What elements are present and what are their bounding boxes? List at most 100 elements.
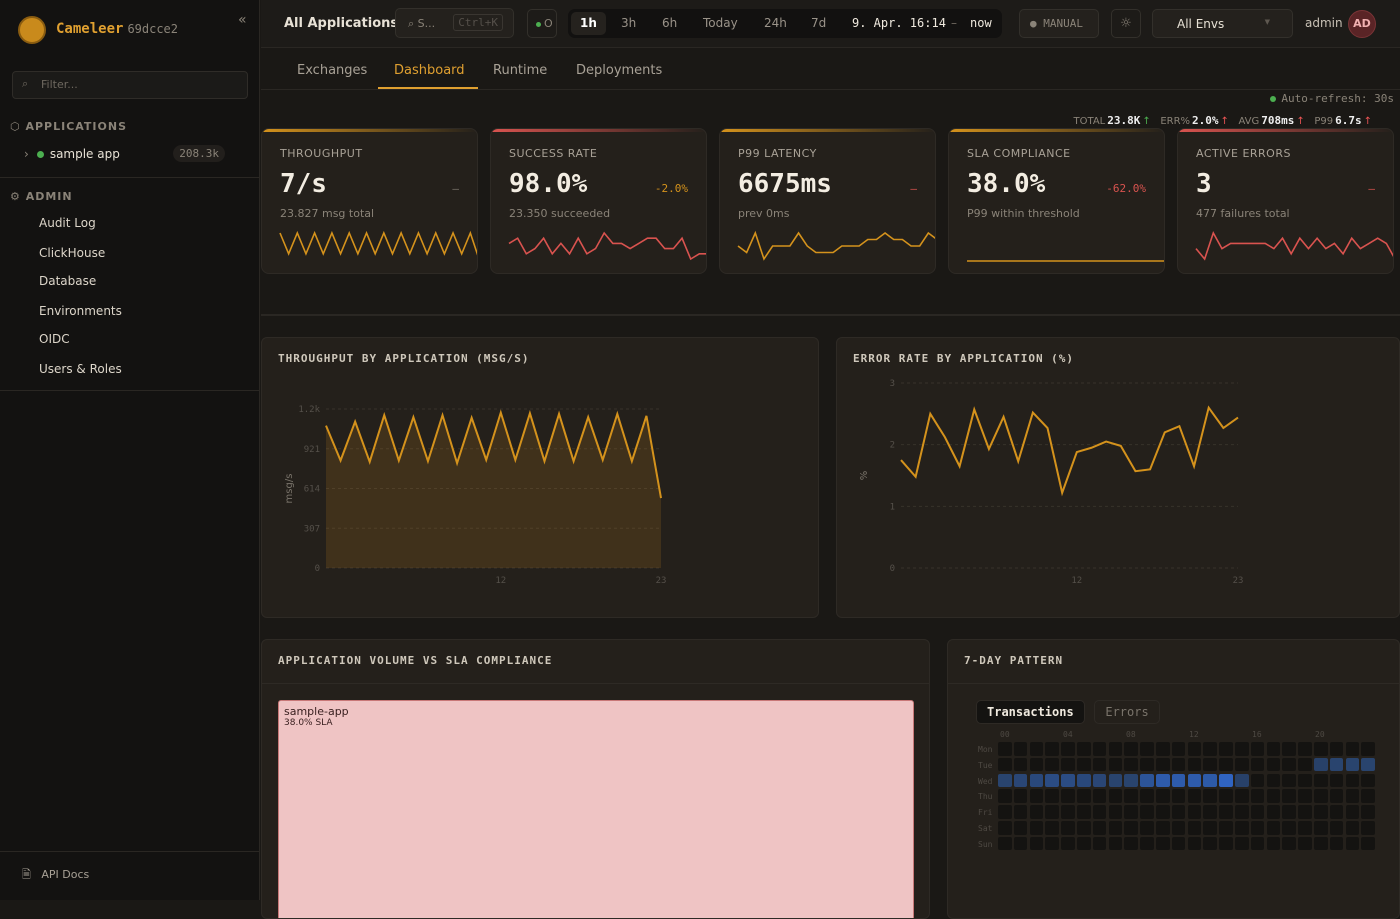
heatmap-cell[interactable] (1124, 742, 1138, 756)
heatmap-cell[interactable] (1298, 742, 1312, 756)
heatmap-cell[interactable] (1203, 774, 1217, 788)
heatmap-cell[interactable] (1203, 805, 1217, 819)
heatmap-cell[interactable] (1330, 758, 1344, 772)
heatmap-cell[interactable] (1346, 774, 1360, 788)
heatmap-cell[interactable] (1330, 837, 1344, 851)
heatmap-cell[interactable] (1045, 789, 1059, 803)
heatmap-cell[interactable] (1251, 837, 1265, 851)
heatmap-cell[interactable] (1172, 837, 1186, 851)
heatmap-cell[interactable] (1172, 742, 1186, 756)
heatmap-cell[interactable] (1361, 789, 1375, 803)
heatmap-cell[interactable] (1077, 821, 1091, 835)
heatmap-cell[interactable] (1030, 821, 1044, 835)
heatmap-cell[interactable] (1045, 774, 1059, 788)
heatmap-cell[interactable] (1346, 742, 1360, 756)
heatmap-cell[interactable] (998, 774, 1012, 788)
heatmap-cell[interactable] (1203, 821, 1217, 835)
api-docs-link[interactable]: 🗎 API Docs (22, 866, 89, 885)
range-24h[interactable]: 24h (764, 16, 787, 30)
heatmap-cell[interactable] (1172, 805, 1186, 819)
heatmap-cell[interactable] (1061, 805, 1075, 819)
heatmap-cell[interactable] (1045, 805, 1059, 819)
heatmap-cell[interactable] (1282, 821, 1296, 835)
heatmap-cell[interactable] (1235, 789, 1249, 803)
applications-section[interactable]: ⬡ APPLICATIONS (10, 120, 127, 133)
heatmap-cell[interactable] (1156, 774, 1170, 788)
heatmap-cell[interactable] (1235, 805, 1249, 819)
heatmap-cell[interactable] (1014, 821, 1028, 835)
heatmap-cell[interactable] (1219, 774, 1233, 788)
heatmap-cell[interactable] (1188, 742, 1202, 756)
heatmap-cell[interactable] (1140, 821, 1154, 835)
status-button[interactable]: O (527, 9, 557, 38)
heatmap-cell[interactable] (1156, 789, 1170, 803)
heatmap-cell[interactable] (1267, 837, 1281, 851)
range-3h[interactable]: 3h (621, 16, 636, 30)
heatmap-cell[interactable] (1014, 758, 1028, 772)
range-to[interactable]: now (970, 16, 992, 30)
heatmap-cell[interactable] (1172, 821, 1186, 835)
heatmap-cell[interactable] (1251, 821, 1265, 835)
heatmap-cell[interactable] (1251, 742, 1265, 756)
heatmap-cell[interactable] (1203, 758, 1217, 772)
heatmap-cell[interactable] (1251, 774, 1265, 788)
heatmap-cell[interactable] (1219, 789, 1233, 803)
heatmap-cell[interactable] (1361, 758, 1375, 772)
heatmap-cell[interactable] (1077, 837, 1091, 851)
heatmap-cell[interactable] (1014, 774, 1028, 788)
heatmap-cell[interactable] (1251, 758, 1265, 772)
heatmap-cell[interactable] (1298, 774, 1312, 788)
heatmap-cell[interactable] (1077, 774, 1091, 788)
heatmap-cell[interactable] (1282, 837, 1296, 851)
range-from[interactable]: 9. Apr. 16:14 (852, 16, 946, 30)
heatmap-cell[interactable] (1030, 837, 1044, 851)
heatmap-cell[interactable] (1314, 837, 1328, 851)
tab-exchanges[interactable]: Exchanges (297, 63, 367, 78)
heatmap-cell[interactable] (1188, 821, 1202, 835)
heatmap-cell[interactable] (1267, 789, 1281, 803)
heatmap-cell[interactable] (1077, 758, 1091, 772)
heatmap-cell[interactable] (1346, 789, 1360, 803)
heatmap-cell[interactable] (1014, 837, 1028, 851)
refresh-mode-button[interactable]: ● MANUAL (1019, 9, 1099, 38)
range-7d[interactable]: 7d (811, 16, 826, 30)
heatmap-cell[interactable] (1014, 789, 1028, 803)
avatar[interactable]: AD (1348, 10, 1376, 38)
heatmap-cell[interactable] (1061, 774, 1075, 788)
tab-transactions[interactable]: Transactions (976, 700, 1085, 724)
heatmap-cell[interactable] (1045, 742, 1059, 756)
heatmap-cell[interactable] (1109, 758, 1123, 772)
heatmap-cell[interactable] (1156, 805, 1170, 819)
heatmap-cell[interactable] (1030, 805, 1044, 819)
heatmap-cell[interactable] (1330, 789, 1344, 803)
heatmap-cell[interactable] (1188, 774, 1202, 788)
range-today[interactable]: Today (703, 16, 738, 30)
search-button[interactable]: ⌕ S...Ctrl+K (395, 8, 514, 38)
heatmap-cell[interactable] (1346, 758, 1360, 772)
theme-toggle-sun-icon[interactable]: ☼ (1111, 9, 1141, 38)
heatmap-cell[interactable] (1061, 821, 1075, 835)
heatmap-cell[interactable] (1361, 837, 1375, 851)
tab-deployments[interactable]: Deployments (576, 63, 662, 78)
heatmap-cell[interactable] (1014, 742, 1028, 756)
tab-dashboard[interactable]: Dashboard (394, 63, 465, 78)
heatmap-cell[interactable] (1282, 742, 1296, 756)
heatmap-cell[interactable] (1219, 805, 1233, 819)
sidebar-item-environments[interactable]: Environments (39, 304, 122, 318)
heatmap-cell[interactable] (1140, 789, 1154, 803)
heatmap-cell[interactable] (1109, 774, 1123, 788)
heatmap-cell[interactable] (1298, 805, 1312, 819)
heatmap-cell[interactable] (1361, 742, 1375, 756)
heatmap-cell[interactable] (1030, 742, 1044, 756)
heatmap-cell[interactable] (1188, 837, 1202, 851)
environment-select[interactable]: All Envs▼ (1152, 9, 1293, 38)
heatmap-cell[interactable] (1109, 742, 1123, 756)
heatmap-cell[interactable] (1314, 758, 1328, 772)
heatmap-cell[interactable] (1124, 805, 1138, 819)
heatmap-cell[interactable] (1093, 742, 1107, 756)
heatmap-cell[interactable] (1314, 789, 1328, 803)
heatmap-cell[interactable] (1061, 789, 1075, 803)
heatmap-cell[interactable] (1282, 758, 1296, 772)
heatmap-cell[interactable] (1188, 789, 1202, 803)
